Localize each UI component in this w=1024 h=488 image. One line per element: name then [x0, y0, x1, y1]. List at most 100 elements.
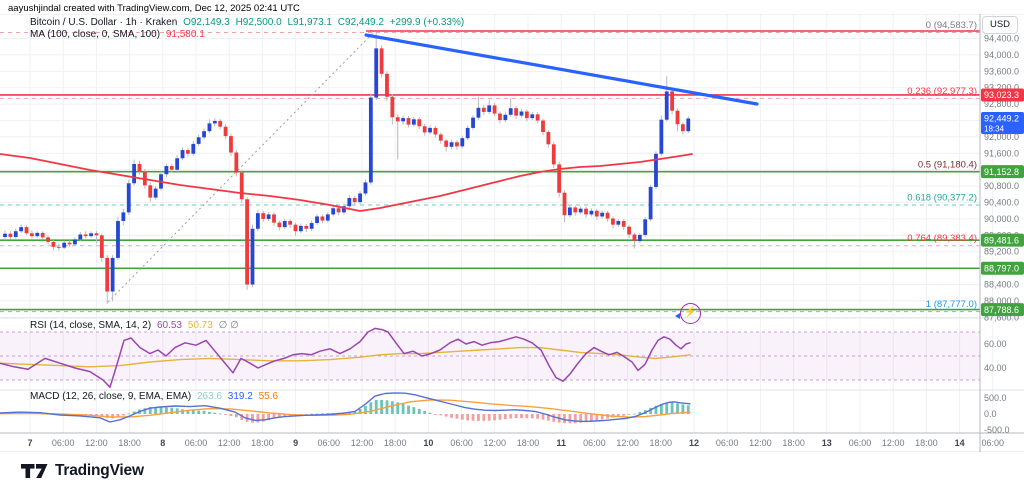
candle: [116, 220, 120, 258]
ohlc-high: H92,500.0: [235, 17, 282, 28]
macd-histogram-bar: [546, 414, 550, 421]
candle: [261, 213, 266, 219]
macd-histogram-bar: [590, 414, 593, 422]
candle: [487, 105, 492, 112]
candle: [481, 107, 486, 112]
candle: [229, 136, 233, 153]
candle: [438, 134, 443, 141]
ohlc-low: L91,973.1: [287, 17, 333, 28]
macd-label: MACD (12, 26, close, 9, EMA, EMA): [30, 391, 192, 402]
macd-histogram-bar: [154, 406, 158, 414]
candle: [293, 224, 298, 232]
macd-histogram-bar: [304, 414, 308, 415]
candle: [94, 233, 99, 236]
price-axis-label: 93,200.0: [984, 83, 1019, 93]
ma-label: MA (100, close, 0, SMA, 100): [30, 28, 161, 40]
candle: [347, 198, 352, 207]
rsi-band: [0, 332, 980, 380]
macd-histogram-bar: [477, 414, 480, 421]
macd-histogram-bar: [148, 406, 152, 414]
time-axis-label: 18:00: [517, 438, 540, 448]
candle: [223, 126, 228, 137]
candle: [24, 227, 29, 234]
price-axis-label: 88,000.0: [984, 296, 1019, 306]
currency-toggle-button[interactable]: USD: [982, 16, 1018, 34]
candle: [385, 73, 389, 97]
tradingview-logo[interactable]: TradingView: [21, 462, 144, 480]
rsi-axis-label: 60.00: [984, 339, 1007, 349]
price-axis-label: 89,200.0: [984, 247, 1019, 257]
price-level-badge-text: 88,797.0: [984, 263, 1019, 273]
candle: [449, 142, 454, 147]
candle: [368, 97, 373, 183]
ohlc-close: C92,449.2: [337, 17, 384, 28]
macd-histogram-bar: [229, 414, 233, 417]
time-axis-label: 12:00: [484, 438, 507, 448]
candle: [299, 225, 303, 232]
macd-histogram-bar: [638, 411, 642, 414]
candle: [632, 234, 637, 242]
macd-histogram-bar: [434, 414, 437, 415]
candle: [659, 119, 664, 154]
macd-histogram-bar: [208, 411, 211, 414]
chart-area[interactable]: 94,400.0 94,000.0 93,600.0 93,200.0 92,800.0…: [0, 13, 1024, 453]
candle: [503, 114, 508, 121]
candle: [83, 234, 88, 237]
candle: [13, 231, 18, 237]
lightning-badge-icon[interactable]: ⚡: [680, 303, 701, 324]
candle: [272, 214, 276, 223]
macd-histogram-bar: [218, 413, 222, 415]
macd-histogram-bar: [627, 414, 631, 415]
current-price-badge: [981, 112, 1024, 135]
candle: [40, 232, 45, 238]
macd-hist-value: 263.6: [196, 391, 222, 402]
candle: [680, 124, 685, 132]
time-axis-label: 18:00: [782, 438, 805, 448]
time-axis-label: 12:00: [351, 438, 374, 448]
candle: [239, 172, 244, 200]
macd-histogram-bar: [127, 413, 131, 415]
blue-trendline[interactable]: [364, 33, 759, 106]
price-level-badge: [981, 165, 1024, 179]
price-level-badge-text: 89,481.6: [984, 235, 1019, 245]
time-axis-label: 9: [293, 438, 298, 448]
candle: [218, 120, 223, 127]
price-axis-label: 94,400.0: [984, 34, 1019, 44]
macd-histogram-bar: [439, 414, 443, 416]
macd-histogram-bar: [482, 414, 486, 421]
candle: [288, 220, 293, 225]
macd-histogram-bar: [514, 414, 518, 419]
macd-histogram-bar: [450, 414, 453, 418]
macd-histogram-bar: [471, 414, 475, 421]
macd-histogram-bar: [159, 407, 163, 414]
candle: [315, 216, 319, 224]
time-axis-label: 12:00: [218, 438, 241, 448]
time-axis-label: 14: [955, 438, 965, 448]
candle: [530, 114, 535, 119]
macd-histogram-bar: [444, 414, 448, 417]
time-axis-label: 12:00: [749, 438, 772, 448]
time-axis-label: 18:00: [251, 438, 274, 448]
fib-level-label: 0.236 (92,977.3): [907, 86, 977, 97]
fib-level-label: 0.5 (91,180.4): [918, 160, 977, 171]
ma-legend-row[interactable]: MA (100, close, 0, SMA, 100) 91,580.1: [30, 29, 208, 40]
time-axis-label: 18:00: [650, 438, 673, 448]
candle: [73, 239, 77, 245]
price-level-badge-text: 87,788.6: [984, 305, 1019, 315]
time-axis-label: 12: [689, 438, 699, 448]
time-axis-label: 10: [423, 438, 433, 448]
macd-histogram-bar: [326, 413, 330, 414]
candle: [643, 219, 648, 235]
candle: [428, 127, 432, 133]
rsi-legend-row[interactable]: RSI (14, close, SMA, 14, 2) 60.53 50.73 …: [30, 320, 242, 331]
candlestick-chart-svg[interactable]: 94,400.0 94,000.0 93,600.0 93,200.0 92,800.0…: [0, 13, 1024, 453]
rsi-line: [0, 327, 691, 388]
candle: [519, 111, 524, 116]
candle: [411, 119, 416, 125]
macd-legend-row[interactable]: MACD (12, 26, close, 9, EMA, EMA) 263.6 …: [30, 391, 281, 402]
candle: [578, 208, 583, 213]
symbol-title: Bitcoin / U.S. Dollar · 1h · Kraken: [30, 17, 178, 28]
macd-histogram-bar: [261, 414, 265, 422]
dotted-trendline[interactable]: [107, 32, 374, 303]
symbol-legend-row[interactable]: Bitcoin / U.S. Dollar · 1h · Kraken O92,…: [30, 17, 467, 28]
